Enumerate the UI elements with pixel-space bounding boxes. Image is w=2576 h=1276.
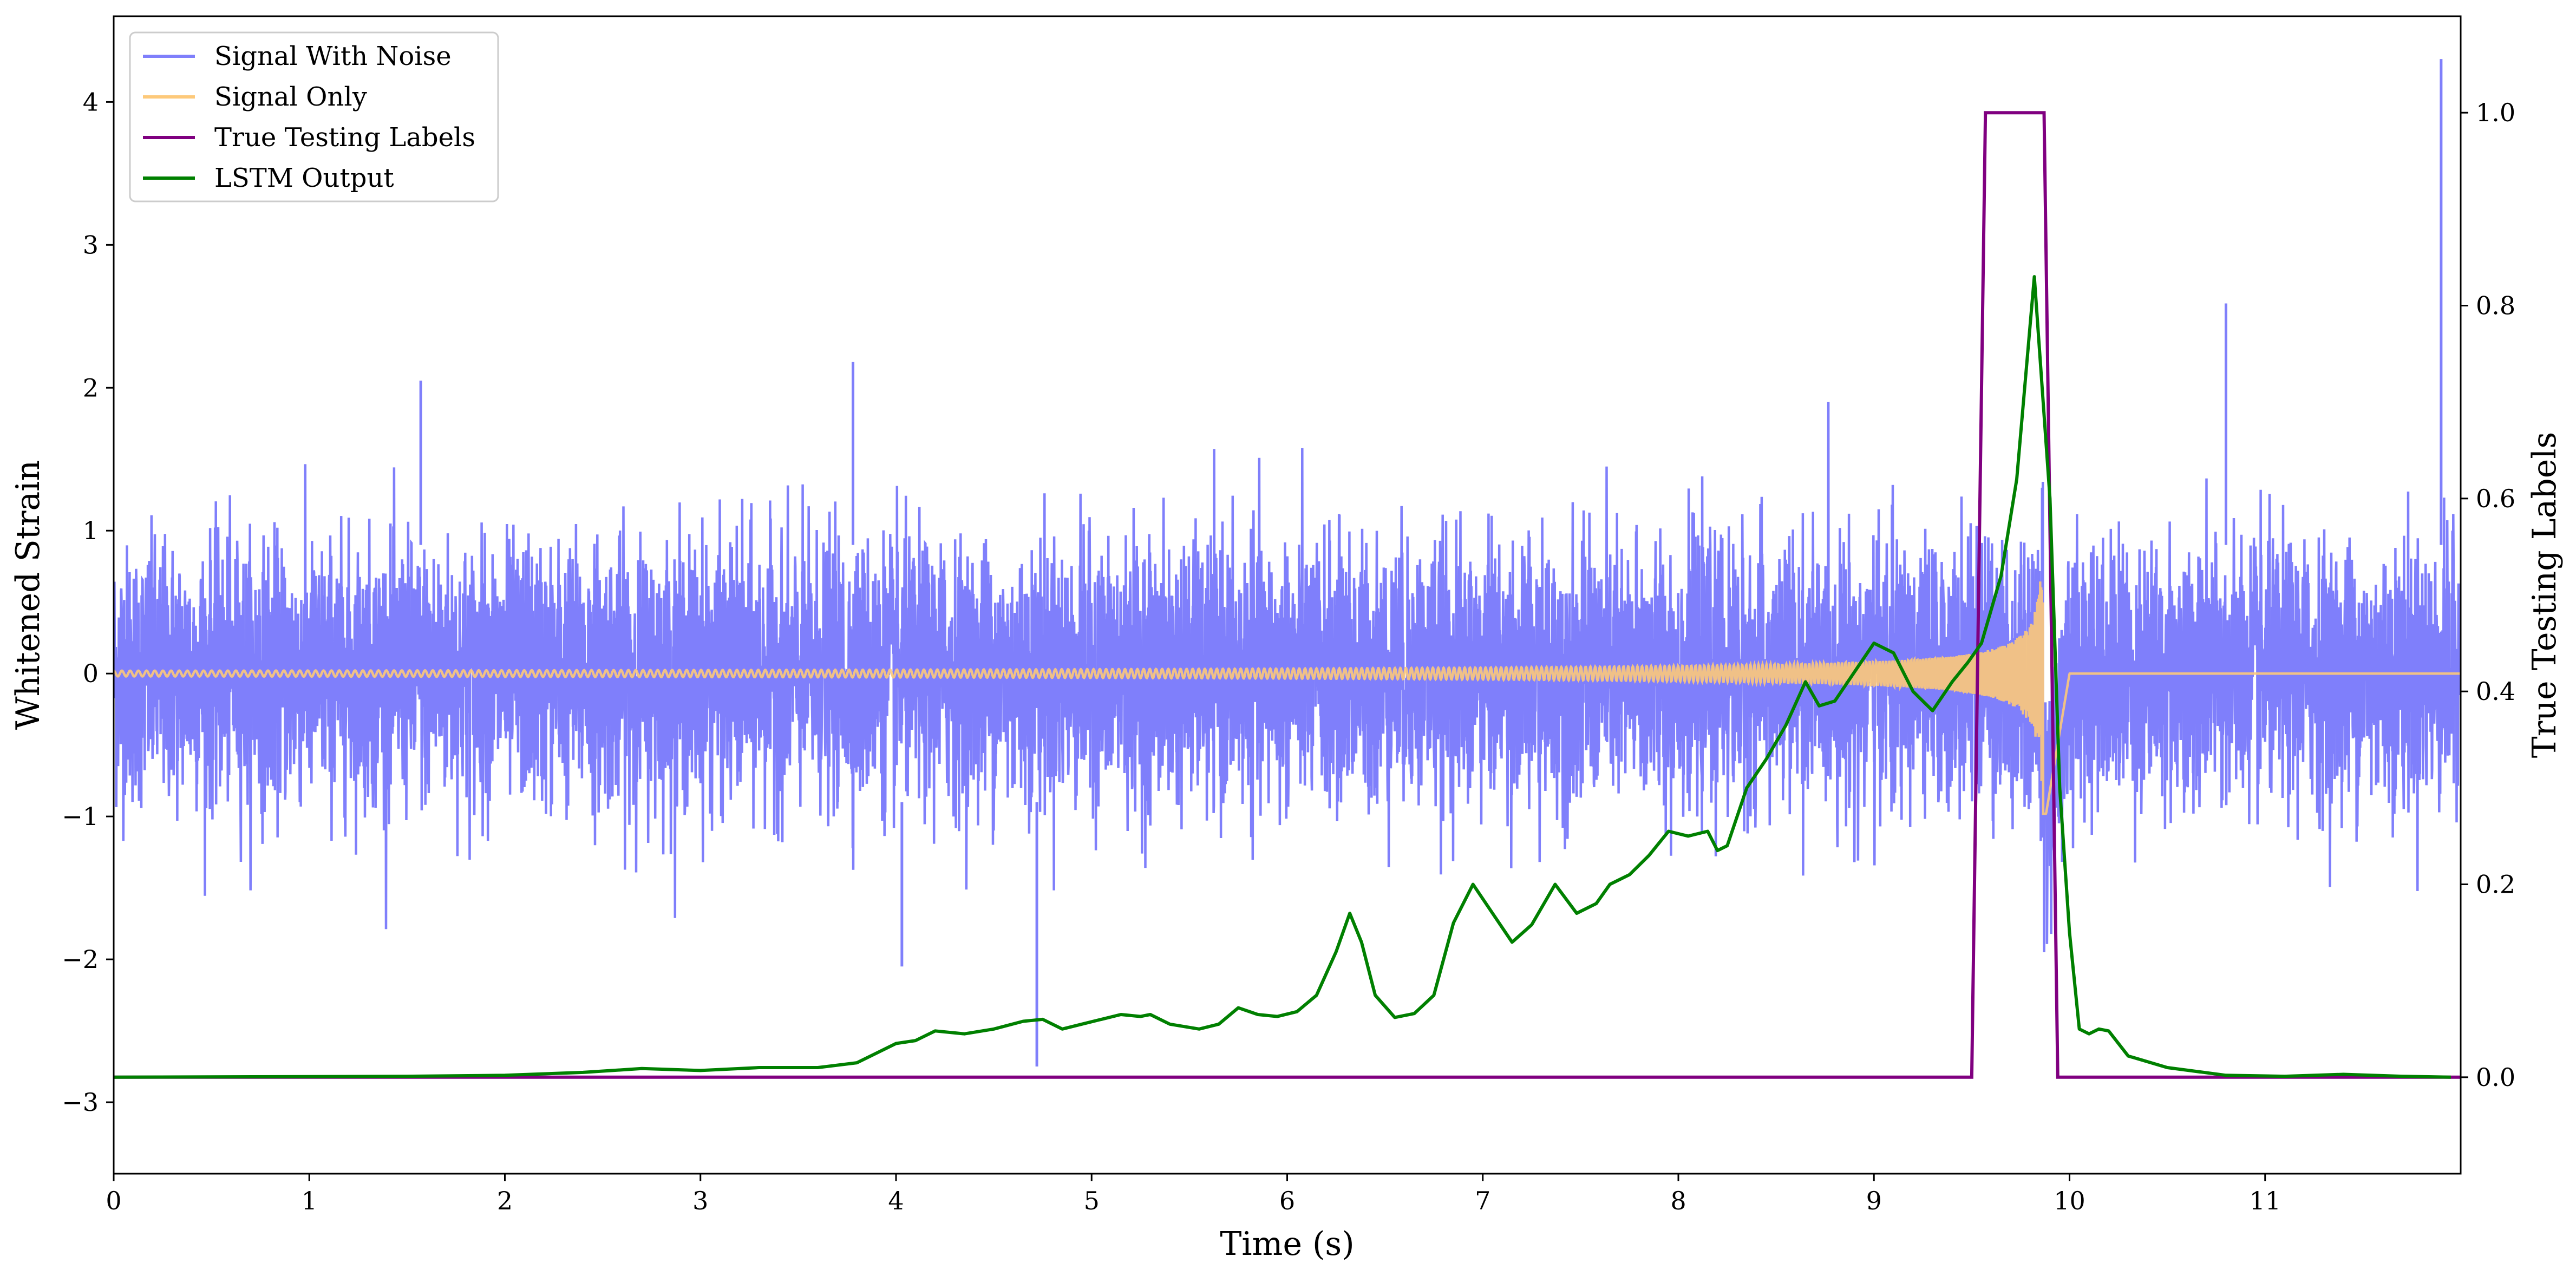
series-lstm-output	[114, 275, 2451, 1079]
series-layer	[114, 59, 2461, 1079]
legend: Signal With Noise Signal Only True Testing…	[129, 31, 499, 202]
x-tick-label: 7	[1475, 1186, 1490, 1215]
legend-label: Signal With Noise	[214, 41, 452, 71]
series-true-testing-labels	[114, 111, 2461, 1079]
y-tick-label: −2	[62, 945, 99, 974]
y2-axis-title: True Testing Labels	[2526, 432, 2564, 758]
y-tick-label: 3	[83, 230, 99, 259]
y-tick-label: −3	[62, 1088, 99, 1117]
x-tick-label: 6	[1279, 1186, 1295, 1215]
x-tick-label: 2	[497, 1186, 513, 1215]
axes-layer: 0 1 2 3 4 5 6 7 8 9 10 11 −3 −2 −1 0 1 2 3 4 0.0 0.2 0.4 0.6 0.8…	[9, 15, 2564, 1263]
y-tick-label: 1	[83, 516, 99, 545]
y-tick-label: 2	[83, 373, 99, 402]
series-signal-only	[114, 581, 2461, 815]
y2-tick-label: 0.2	[2476, 870, 2515, 899]
legend-label: True Testing Labels	[214, 122, 475, 153]
y-tick-label: −1	[62, 802, 99, 831]
y2-tick-label: 0.8	[2476, 291, 2515, 320]
x-tick-label: 11	[2249, 1186, 2281, 1215]
x-tick-label: 4	[888, 1186, 904, 1215]
y-tick-label: 4	[83, 87, 99, 116]
legend-label: Signal Only	[214, 82, 367, 112]
y2-tick-label: 0.0	[2476, 1063, 2515, 1092]
y2-tick-label: 0.6	[2476, 484, 2515, 513]
y-tick-label: 0	[83, 659, 99, 688]
y2-tick-label: 1.0	[2476, 98, 2515, 127]
y2-tick-label: 0.4	[2476, 677, 2515, 706]
x-tick-label: 3	[692, 1186, 708, 1215]
x-axis-title: Time (s)	[1220, 1225, 1354, 1263]
x-tick-label: 8	[1670, 1186, 1686, 1215]
x-tick-label: 10	[2054, 1186, 2085, 1215]
x-tick-label: 1	[302, 1186, 317, 1215]
x-tick-label: 9	[1866, 1186, 1882, 1215]
x-tick-label: 5	[1084, 1186, 1100, 1215]
x-tick-label: 0	[106, 1186, 121, 1215]
y-axis-title: Whitened Strain	[9, 460, 47, 730]
legend-label: LSTM Output	[214, 163, 394, 193]
legend-box	[129, 31, 499, 202]
